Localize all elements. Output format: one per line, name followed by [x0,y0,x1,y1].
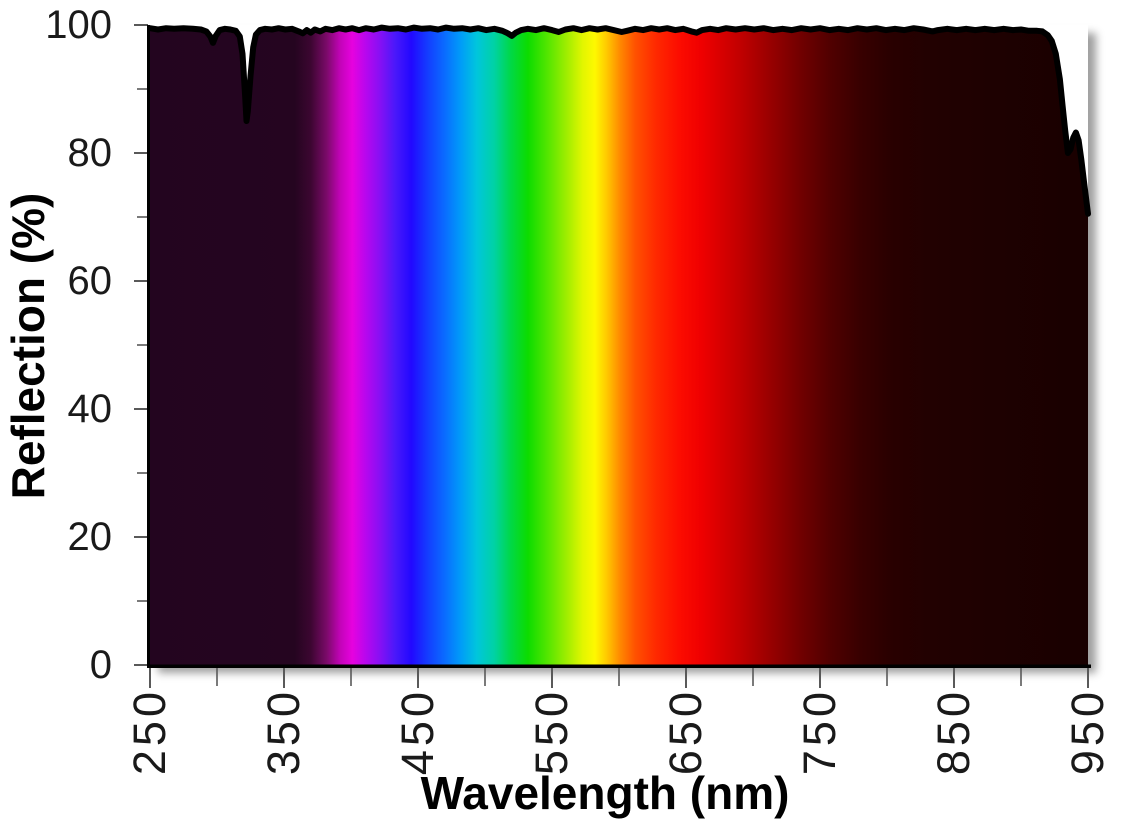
x-axis-line [147,664,1091,668]
reflection-curve [147,24,1091,217]
y-tick-label: 40 [67,387,113,431]
x-tick-label: 350 [258,688,309,776]
y-tick-label: 60 [67,259,113,303]
y-tick-label: 0 [89,643,112,687]
y-tick-label: 80 [67,131,113,175]
y-axis-line [147,25,150,668]
y-axis-title: Reflection (%) [2,192,54,500]
spectrum-area-fill [150,27,1088,666]
y-tick-label: 20 [67,515,113,559]
axis-ticks [134,24,1089,688]
x-tick-label: 850 [928,688,979,776]
y-tick-label: 100 [45,3,112,47]
x-axis-title: Wavelength (nm) [420,767,790,819]
x-tick-label: 250 [124,688,175,776]
x-tick-label: 950 [1062,688,1113,776]
